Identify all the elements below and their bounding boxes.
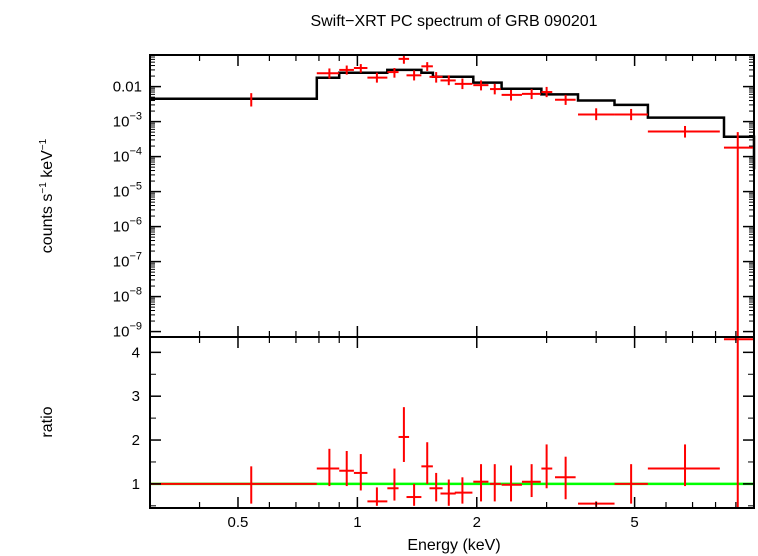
spectrum-point-10 bbox=[429, 72, 443, 83]
x-tick-label-1: 0.5 bbox=[228, 514, 249, 531]
spectrum-y-axis-label: counts s−1 keV−1 bbox=[38, 138, 56, 253]
ratio-point-20 bbox=[614, 464, 648, 504]
spectrum-y-tick-label-8: 10−9 bbox=[113, 321, 142, 341]
ratio-point-8 bbox=[406, 483, 422, 506]
spectrum-point-21 bbox=[647, 125, 720, 138]
ratio-y-tick-label-3: 3 bbox=[132, 388, 140, 405]
y-tick-base-5: 10 bbox=[113, 219, 130, 236]
ratio-point-16 bbox=[521, 464, 541, 498]
spectrum-y-tick-label-3: 10−4 bbox=[113, 146, 142, 166]
ratio-point-17 bbox=[541, 444, 553, 489]
ratio-point-15 bbox=[501, 465, 522, 502]
spectrum-point-4 bbox=[353, 64, 368, 73]
y-tick-base-8: 10 bbox=[113, 324, 130, 341]
spectrum-point-2 bbox=[316, 68, 340, 79]
spectrum-y-tick-label-7: 10−8 bbox=[113, 286, 142, 306]
x-tick-label-4: 5 bbox=[630, 514, 638, 531]
ratio-point-5 bbox=[367, 487, 388, 506]
spectrum-point-16 bbox=[521, 89, 541, 100]
spectrum-point-14 bbox=[490, 83, 501, 95]
y-label-kev: keV bbox=[39, 150, 56, 182]
spectrum-point-18 bbox=[555, 94, 576, 105]
ratio-y-tick-label-1: 1 bbox=[132, 476, 140, 493]
spectrum-data-layer bbox=[250, 55, 754, 336]
spectrum-point-8 bbox=[406, 70, 422, 81]
ratio-point-22 bbox=[723, 337, 754, 508]
spectrum-y-tick-label-1: 0.01 bbox=[113, 79, 142, 96]
spectrum-point-7 bbox=[398, 55, 410, 64]
ratio-point-6 bbox=[387, 468, 399, 501]
spectrum-y-tick-label-5: 10−6 bbox=[113, 216, 142, 236]
x-axis-label: Energy (keV) bbox=[407, 537, 500, 554]
ratio-point-10 bbox=[429, 472, 443, 502]
chart-title: Swift−XRT PC spectrum of GRB 090201 bbox=[310, 13, 597, 30]
spectrum-point-6 bbox=[387, 68, 399, 78]
y-tick-exponent-6: −7 bbox=[129, 251, 142, 263]
ratio-y-axis-label: ratio bbox=[39, 406, 56, 437]
y-tick-base-2: 10 bbox=[113, 114, 130, 131]
x-tick-label-3: 2 bbox=[473, 514, 481, 531]
y-tick-base-7: 10 bbox=[113, 289, 130, 306]
y-tick-exponent-5: −6 bbox=[129, 216, 142, 228]
ratio-point-18 bbox=[555, 456, 576, 500]
y-tick-base-1: 0.01 bbox=[113, 79, 142, 96]
y-label-counts: counts s bbox=[39, 194, 56, 254]
ratio-point-2 bbox=[316, 448, 340, 487]
spectrum-point-5 bbox=[367, 72, 388, 83]
spectrum-point-22 bbox=[723, 132, 754, 336]
y-tick-base-4: 10 bbox=[113, 184, 130, 201]
spectrum-point-20 bbox=[614, 108, 648, 121]
y-label-sup2: −1 bbox=[38, 138, 49, 150]
ratio-y-ticks: 1 2 3 4 bbox=[132, 344, 754, 507]
y-label-sup1: −1 bbox=[38, 182, 49, 194]
spectrum-point-19 bbox=[578, 108, 615, 121]
model-step-layer bbox=[150, 68, 756, 170]
ratio-point-7 bbox=[398, 407, 410, 462]
ratio-point-9 bbox=[421, 442, 433, 484]
x-tick-label-2: 1 bbox=[353, 514, 361, 531]
y-tick-exponent-8: −9 bbox=[129, 321, 142, 333]
spectrum-y-tick-label-6: 10−7 bbox=[113, 251, 142, 271]
ratio-point-3 bbox=[339, 451, 354, 487]
spectrum-y-tick-label-4: 10−5 bbox=[113, 181, 142, 201]
y-tick-exponent-7: −8 bbox=[129, 286, 142, 298]
ratio-point-13 bbox=[473, 464, 489, 502]
ratio-y-tick-label-4: 4 bbox=[132, 344, 140, 361]
spectrum-point-12 bbox=[454, 78, 473, 90]
ratio-y-tick-label-2: 2 bbox=[132, 432, 140, 449]
spectrum-point-11 bbox=[440, 75, 456, 86]
model-step-line bbox=[150, 68, 756, 170]
ratio-point-12 bbox=[454, 477, 473, 504]
spectrum-x-ticks bbox=[149, 55, 737, 337]
spectrum-plot-frame bbox=[149, 54, 755, 338]
ratio-panel: 1 2 3 4 0.5 1 2 5 bbox=[132, 336, 755, 531]
ratio-data-layer bbox=[150, 337, 754, 508]
y-tick-exponent-3: −4 bbox=[129, 146, 142, 158]
ratio-point-21 bbox=[647, 444, 720, 487]
ratio-point-14 bbox=[490, 464, 501, 502]
spectrum-point-15 bbox=[501, 89, 522, 101]
spectrum-point-9 bbox=[421, 62, 433, 71]
spectrum-point-13 bbox=[473, 80, 489, 91]
spectrum-point-17 bbox=[541, 86, 553, 98]
y-tick-exponent-4: −5 bbox=[129, 181, 142, 193]
ratio-point-4 bbox=[353, 454, 368, 491]
ratio-plot-frame bbox=[149, 336, 755, 509]
spectrum-y-tick-label-2: 10−3 bbox=[113, 111, 142, 131]
y-tick-exponent-2: −3 bbox=[129, 111, 142, 123]
y-tick-base-6: 10 bbox=[113, 254, 130, 271]
ratio-x-ticks: 0.5 1 2 5 bbox=[149, 337, 737, 531]
y-tick-base-3: 10 bbox=[113, 149, 130, 166]
spectrum-point-3 bbox=[339, 65, 354, 75]
ratio-point-1 bbox=[150, 466, 317, 504]
ratio-point-11 bbox=[440, 479, 456, 506]
